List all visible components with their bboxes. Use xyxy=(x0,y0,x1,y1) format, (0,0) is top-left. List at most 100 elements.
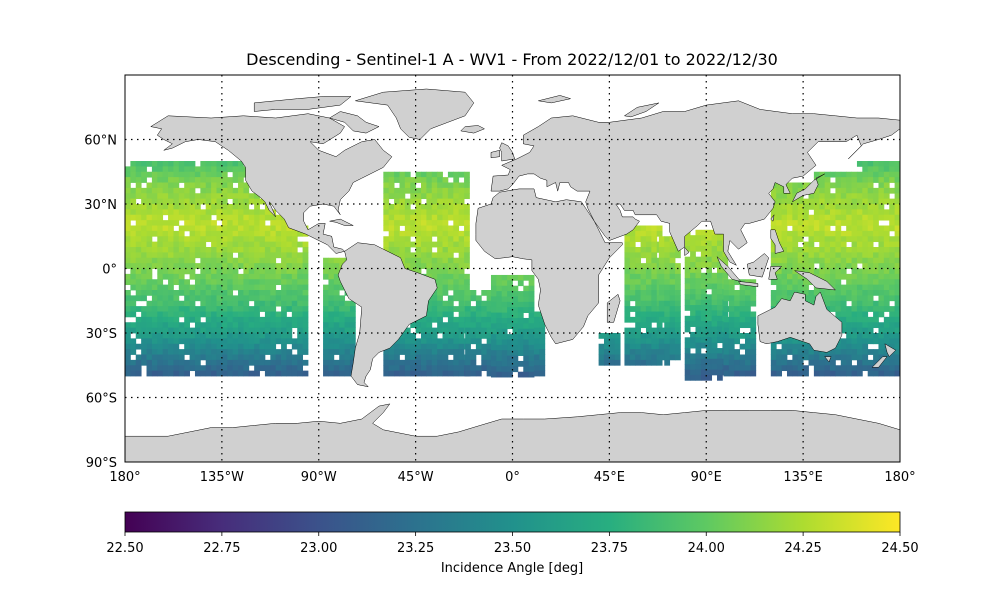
data-cell xyxy=(232,354,239,361)
data-cell xyxy=(635,268,641,275)
data-cell xyxy=(431,333,438,339)
data-cell xyxy=(189,333,196,339)
data-cell xyxy=(291,295,298,302)
data-cell xyxy=(453,247,460,253)
data-cell xyxy=(706,331,713,338)
data-cell xyxy=(797,182,804,189)
data-cell xyxy=(664,295,671,302)
data-cell xyxy=(431,252,438,259)
data-cell xyxy=(125,263,131,269)
data-cell xyxy=(328,370,335,377)
data-cell xyxy=(447,338,454,345)
data-cell xyxy=(490,344,497,351)
data-cell xyxy=(867,209,874,216)
data-cell xyxy=(151,193,158,200)
data-cell xyxy=(447,327,454,334)
data-cell xyxy=(328,263,335,269)
data-cell xyxy=(528,307,535,313)
data-cell xyxy=(135,209,142,216)
data-cell xyxy=(894,359,900,366)
data-cell xyxy=(184,370,190,377)
data-cell xyxy=(410,177,417,183)
data-cell xyxy=(669,247,676,253)
data-cell xyxy=(437,279,443,286)
data-cell xyxy=(168,209,174,216)
data-cell xyxy=(675,290,681,296)
data-cell xyxy=(141,187,147,194)
data-cell xyxy=(189,311,196,318)
data-cell xyxy=(656,322,663,329)
data-cell xyxy=(813,214,820,221)
data-cell xyxy=(867,333,874,339)
data-cell xyxy=(819,193,826,200)
data-cell xyxy=(465,311,471,318)
data-cell xyxy=(840,177,847,183)
data-cell xyxy=(629,252,636,259)
data-cell xyxy=(157,204,164,210)
data-cell xyxy=(664,338,671,345)
data-cell xyxy=(151,247,158,253)
data-cell xyxy=(415,204,422,210)
data-cell xyxy=(813,236,820,243)
landmass-great-britain xyxy=(499,142,515,162)
data-cell xyxy=(878,166,885,173)
data-cell xyxy=(221,177,228,183)
data-cell xyxy=(723,322,730,329)
data-cell xyxy=(629,338,636,345)
data-cell xyxy=(270,225,277,232)
data-cell xyxy=(388,204,395,210)
data-cell xyxy=(415,327,422,334)
data-cell xyxy=(184,171,190,178)
data-cell xyxy=(851,236,858,243)
data-cell xyxy=(669,252,676,259)
data-cell xyxy=(141,171,147,178)
data-cell xyxy=(415,370,422,377)
data-cell xyxy=(846,284,852,291)
data-cell xyxy=(157,241,164,248)
data-cell xyxy=(635,284,641,291)
data-cell xyxy=(205,290,212,296)
data-cell xyxy=(453,187,460,194)
data-cell xyxy=(297,343,304,350)
data-cell xyxy=(453,209,460,216)
data-cell xyxy=(835,247,842,253)
data-cell xyxy=(684,342,691,349)
data-cell xyxy=(431,177,438,183)
data-cell xyxy=(286,300,293,307)
data-cell xyxy=(695,299,702,306)
data-cell xyxy=(146,198,153,205)
data-cell xyxy=(130,204,137,210)
data-cell xyxy=(146,333,153,339)
data-cell xyxy=(846,225,852,232)
data-cell xyxy=(151,214,158,221)
data-cell xyxy=(603,343,610,350)
data-cell xyxy=(211,193,217,200)
data-cell xyxy=(130,209,137,216)
data-cell xyxy=(695,374,702,381)
data-cell xyxy=(481,354,488,361)
data-cell xyxy=(475,365,482,372)
data-cell xyxy=(442,365,449,372)
data-cell xyxy=(501,280,508,287)
data-cell xyxy=(867,204,874,210)
data-cell xyxy=(878,284,885,291)
data-cell xyxy=(750,311,757,318)
data-cell xyxy=(135,230,142,237)
data-cell xyxy=(894,166,900,173)
data-cell xyxy=(442,230,449,237)
data-cell xyxy=(664,359,671,366)
data-cell xyxy=(297,338,304,345)
data-cell xyxy=(125,198,131,205)
data-cell xyxy=(803,204,809,210)
data-cell xyxy=(216,343,223,350)
data-cell xyxy=(125,257,131,264)
data-cell xyxy=(490,366,497,373)
data-cell xyxy=(728,338,735,345)
data-cell xyxy=(216,268,223,275)
data-cell xyxy=(211,230,217,237)
data-cell xyxy=(486,300,493,307)
data-cell xyxy=(157,171,164,178)
data-cell xyxy=(873,290,879,296)
data-cell xyxy=(889,177,896,183)
data-cell xyxy=(162,333,169,339)
